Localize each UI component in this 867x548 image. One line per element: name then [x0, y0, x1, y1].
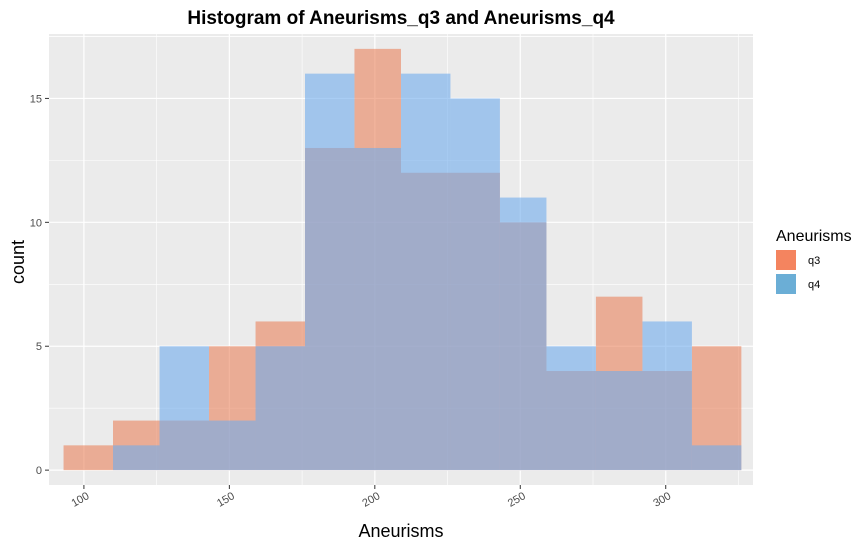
y-tick-label: 0 — [36, 465, 42, 477]
legend-key-q3 — [776, 250, 796, 270]
bar-q4 — [691, 445, 742, 471]
y-tick-label: 15 — [30, 93, 42, 105]
bar-q4 — [159, 346, 209, 471]
y-axis-title: count — [8, 240, 28, 284]
bar-q4 — [450, 98, 500, 471]
x-tick-label: 200 — [360, 490, 382, 510]
bar-q4 — [546, 346, 596, 471]
bar-q4 — [642, 321, 692, 471]
bar-q4 — [209, 420, 256, 471]
legend-title: Aneurisms — [776, 228, 852, 245]
bar-q4 — [354, 147, 401, 471]
y-tick-label: 10 — [30, 217, 42, 229]
bar-q4 — [113, 445, 160, 471]
legend-label-q3: q3 — [808, 255, 820, 267]
x-axis-title: Aneurisms — [358, 521, 443, 541]
bar-q4 — [499, 197, 547, 471]
bar-q4 — [255, 346, 305, 471]
bar-q4 — [401, 73, 451, 471]
bar-q4 — [595, 371, 643, 471]
x-tick-label: 100 — [70, 490, 92, 510]
legend-key-q4 — [776, 274, 796, 294]
x-tick-label: 150 — [215, 490, 237, 510]
bar-q4 — [305, 73, 355, 471]
x-tick-label: 300 — [651, 490, 673, 510]
legend-label-q4: q4 — [808, 279, 820, 291]
plot-panel — [49, 34, 753, 485]
bar-q3 — [63, 445, 113, 471]
legend: Aneurisms q3 q4 — [776, 228, 852, 294]
y-tick-label: 5 — [36, 341, 42, 353]
x-tick-label: 250 — [506, 490, 528, 510]
chart-title: Histogram of Aneurisms_q3 and Aneurisms_… — [187, 8, 615, 29]
